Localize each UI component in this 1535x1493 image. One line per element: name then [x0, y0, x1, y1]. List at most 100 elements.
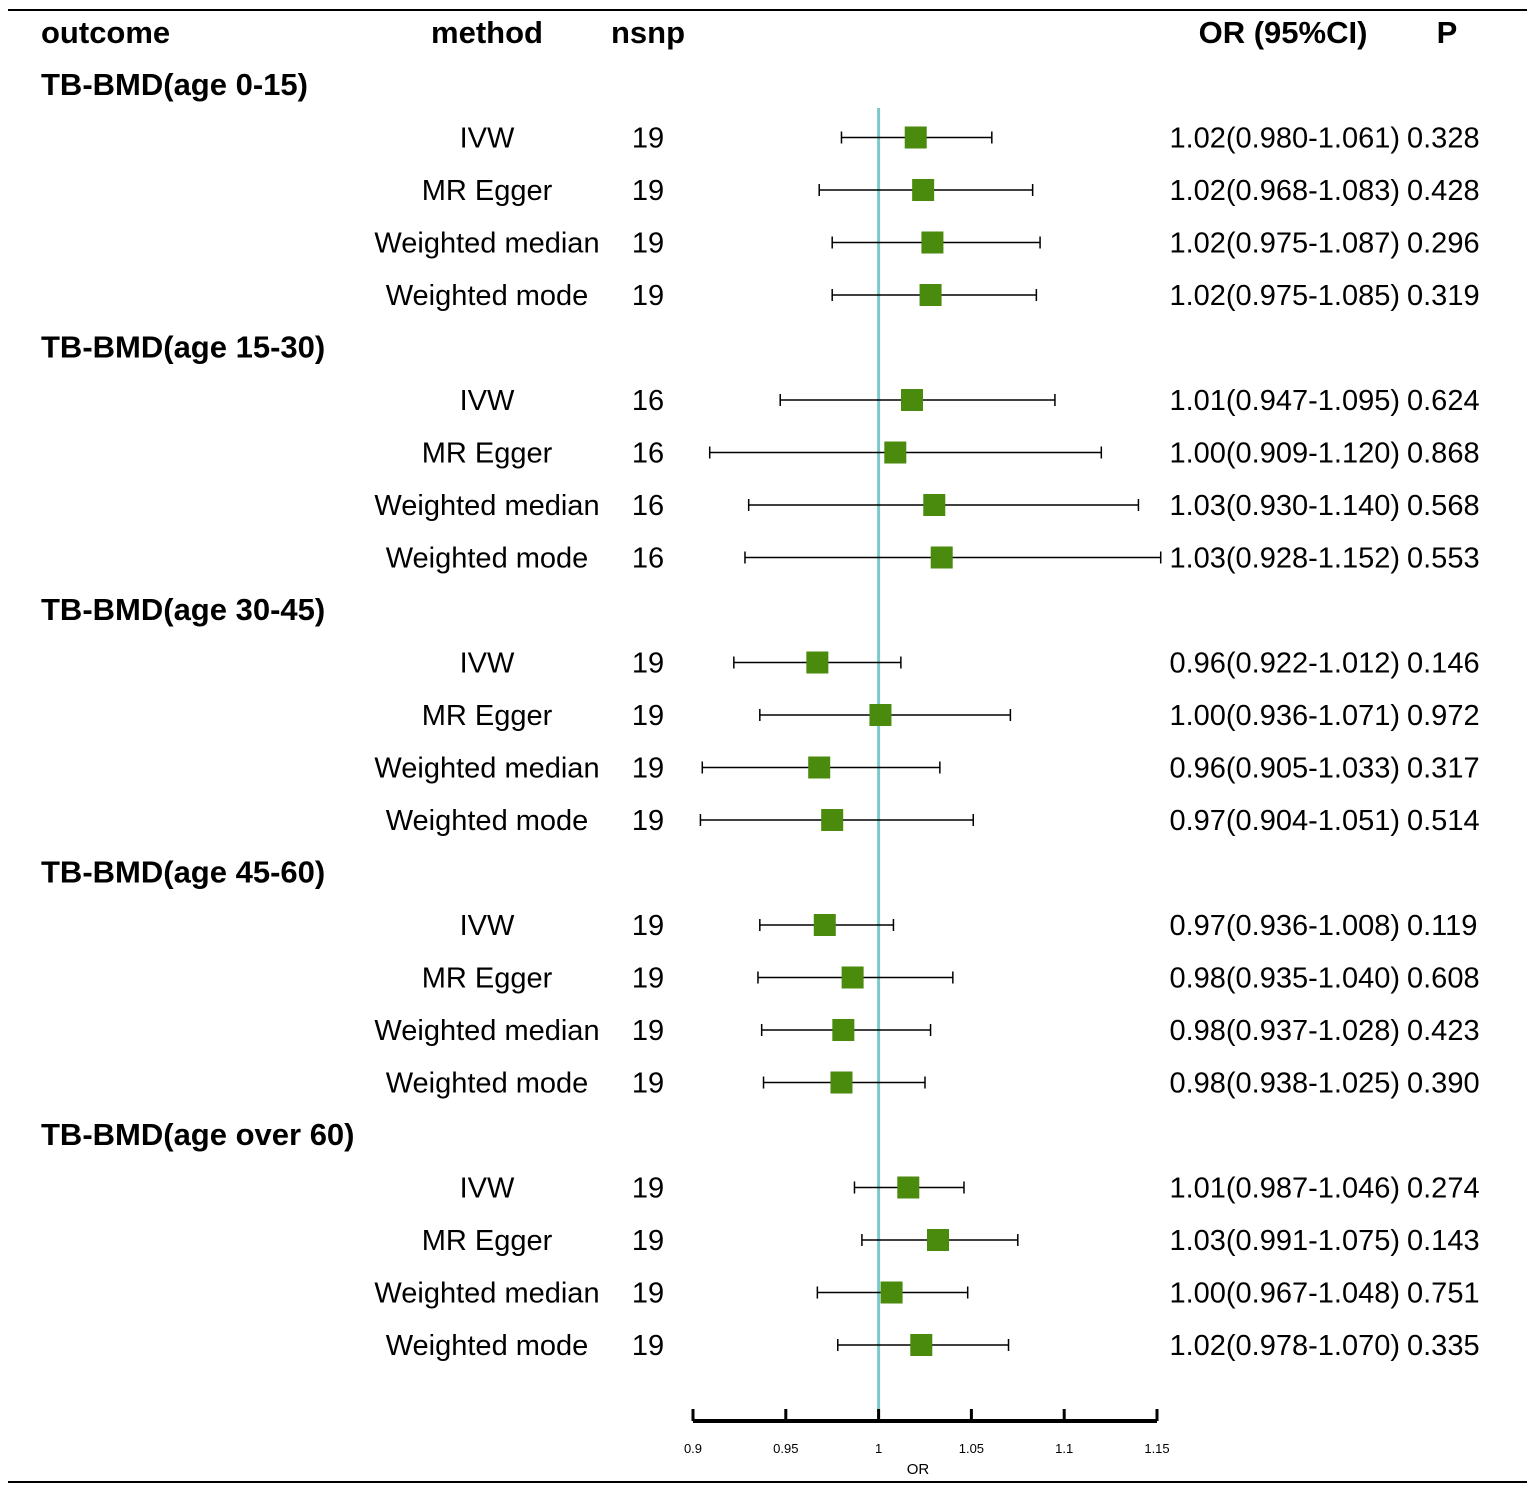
- p-value: 0.319: [1407, 280, 1480, 312]
- p-value: 0.274: [1407, 1173, 1480, 1205]
- method-label: MR Egger: [422, 963, 553, 995]
- x-tick-label: 1.15: [1144, 1441, 1169, 1456]
- or-ci-value: 1.00(0.909-1.120): [1169, 438, 1400, 470]
- or-ci-value: 1.03(0.930-1.140): [1169, 490, 1400, 522]
- p-value: 0.428: [1407, 175, 1480, 207]
- or-ci-value: 1.00(0.967-1.048): [1169, 1278, 1400, 1310]
- method-label: Weighted median: [374, 228, 599, 260]
- nsnp-value: 19: [632, 1068, 664, 1100]
- forest-row: MR Egger 16 1.00(0.909-1.120) 0.868: [422, 438, 1480, 470]
- p-value: 0.390: [1407, 1068, 1480, 1100]
- or-marker: [821, 809, 844, 831]
- group-label: TB-BMD(age 30-45): [41, 592, 325, 627]
- forest-row: IVW 16 1.01(0.947-1.095) 0.624: [460, 385, 1480, 417]
- or-marker: [919, 284, 942, 306]
- group-label: TB-BMD(age 45-60): [41, 855, 325, 890]
- group-label: TB-BMD(age 0-15): [41, 67, 308, 102]
- x-axis: OR 0.9 0.95 1 1.05 1.1 1.15: [684, 1409, 1170, 1478]
- forest-row: Weighted median 19 1.02(0.975-1.087) 0.296: [374, 228, 1479, 260]
- method-label: Weighted mode: [386, 280, 589, 312]
- p-value: 0.296: [1407, 228, 1480, 260]
- forest-row: Weighted median 19 1.00(0.967-1.048) 0.751: [374, 1278, 1479, 1310]
- method-label: IVW: [460, 385, 515, 417]
- or-ci-value: 1.02(0.978-1.070): [1169, 1330, 1400, 1362]
- header-outcome: outcome: [41, 15, 170, 50]
- nsnp-value: 19: [632, 228, 664, 260]
- or-marker: [921, 231, 944, 254]
- or-marker: [923, 494, 946, 516]
- forest-row: MR Egger 19 1.00(0.936-1.071) 0.972: [422, 700, 1480, 732]
- forest-row: IVW 19 1.01(0.987-1.046) 0.274: [460, 1173, 1480, 1205]
- header-or-ci: OR (95%CI): [1199, 15, 1368, 50]
- or-marker: [808, 756, 831, 779]
- header-row: outcome method nsnp OR (95%CI) P: [41, 15, 1457, 50]
- or-ci-value: 1.00(0.936-1.071): [1169, 700, 1400, 732]
- or-ci-value: 1.02(0.975-1.085): [1169, 280, 1400, 312]
- p-value: 0.624: [1407, 385, 1480, 417]
- or-ci-value: 0.96(0.922-1.012): [1169, 648, 1400, 680]
- forest-row: MR Egger 19 1.03(0.991-1.075) 0.143: [422, 1225, 1480, 1257]
- or-ci-value: 0.97(0.936-1.008): [1169, 910, 1400, 942]
- nsnp-value: 19: [632, 1225, 664, 1257]
- p-value: 0.317: [1407, 753, 1480, 785]
- x-tick-label: 0.95: [773, 1441, 798, 1456]
- forest-row: IVW 19 0.97(0.936-1.008) 0.119: [460, 910, 1478, 942]
- header-p: P: [1437, 15, 1458, 50]
- p-value: 0.972: [1407, 700, 1480, 732]
- or-ci-value: 0.98(0.935-1.040): [1169, 963, 1400, 995]
- or-marker: [880, 1281, 903, 1304]
- or-marker: [912, 179, 935, 201]
- nsnp-value: 16: [632, 543, 664, 575]
- method-label: Weighted median: [374, 753, 599, 785]
- or-ci-value: 1.03(0.928-1.152): [1169, 543, 1400, 575]
- or-ci-value: 1.02(0.968-1.083): [1169, 175, 1400, 207]
- p-value: 0.751: [1407, 1278, 1480, 1310]
- nsnp-value: 19: [632, 753, 664, 785]
- p-value: 0.514: [1407, 805, 1480, 837]
- p-value: 0.568: [1407, 490, 1480, 522]
- forest-row: MR Egger 19 0.98(0.935-1.040) 0.608: [422, 963, 1480, 995]
- nsnp-value: 19: [632, 700, 664, 732]
- or-marker: [832, 1019, 855, 1041]
- nsnp-value: 16: [632, 385, 664, 417]
- forest-row: MR Egger 19 1.02(0.968-1.083) 0.428: [422, 175, 1480, 207]
- or-ci-value: 0.96(0.905-1.033): [1169, 753, 1400, 785]
- or-marker: [884, 441, 907, 464]
- nsnp-value: 19: [632, 280, 664, 312]
- method-label: Weighted mode: [386, 805, 589, 837]
- forest-rows: TB-BMD(age 0-15)IVW 19 1.02(0.980-1.061) 0.…: [41, 67, 1480, 1421]
- x-tick-label: 1.1: [1055, 1441, 1073, 1456]
- forest-row: Weighted mode 19 0.97(0.904-1.051) 0.514: [386, 805, 1480, 837]
- method-label: IVW: [460, 1173, 515, 1205]
- x-tick-label: 1: [875, 1441, 882, 1456]
- header-nsnp: nsnp: [611, 15, 685, 50]
- p-value: 0.423: [1407, 1015, 1480, 1047]
- nsnp-value: 16: [632, 490, 664, 522]
- forest-row: Weighted mode 16 1.03(0.928-1.152) 0.553: [386, 543, 1480, 575]
- or-ci-value: 0.98(0.937-1.028): [1169, 1015, 1400, 1047]
- method-label: IVW: [460, 648, 515, 680]
- forest-row: Weighted median 19 0.96(0.905-1.033) 0.317: [374, 753, 1479, 785]
- method-label: MR Egger: [422, 1225, 553, 1257]
- method-label: MR Egger: [422, 175, 553, 207]
- method-label: IVW: [460, 910, 515, 942]
- or-marker: [926, 1229, 949, 1251]
- or-marker: [813, 914, 836, 936]
- p-value: 0.608: [1407, 963, 1480, 995]
- forest-row: Weighted mode 19 0.98(0.938-1.025) 0.390: [386, 1068, 1480, 1100]
- nsnp-value: 19: [632, 1015, 664, 1047]
- or-ci-value: 1.01(0.987-1.046): [1169, 1173, 1400, 1205]
- or-marker: [806, 651, 829, 674]
- nsnp-value: 19: [632, 123, 664, 155]
- nsnp-value: 19: [632, 1278, 664, 1310]
- method-label: Weighted mode: [386, 543, 589, 575]
- method-label: Weighted median: [374, 1278, 599, 1310]
- or-marker: [910, 1334, 933, 1356]
- or-marker: [930, 546, 953, 569]
- method-label: MR Egger: [422, 438, 553, 470]
- x-axis-label: OR: [907, 1461, 930, 1478]
- forest-row: Weighted median 19 0.98(0.937-1.028) 0.423: [374, 1015, 1479, 1047]
- or-marker: [841, 966, 864, 989]
- p-value: 0.328: [1407, 123, 1480, 155]
